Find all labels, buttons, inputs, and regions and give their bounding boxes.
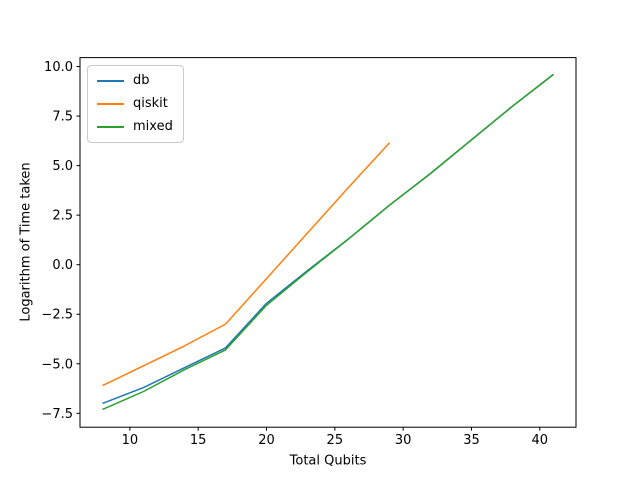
qiskit-line-swatch bbox=[97, 102, 124, 106]
legend-entry-qiskit: qiskit bbox=[97, 97, 173, 111]
y-tick-label: 7.5 bbox=[52, 110, 73, 125]
y-tick-label: 10.0 bbox=[44, 60, 73, 75]
x-tick-label: 40 bbox=[532, 433, 549, 448]
x-tick-label: 15 bbox=[190, 433, 207, 448]
x-tick-label: 35 bbox=[463, 433, 480, 448]
y-tick-label: −2.5 bbox=[41, 308, 73, 323]
y-axis-label: Logarithm of Time taken bbox=[18, 162, 34, 322]
x-tick-label: 30 bbox=[395, 433, 412, 448]
x-tick-label: 10 bbox=[122, 433, 139, 448]
mixed-line-swatch bbox=[97, 125, 124, 129]
legend-label-mixed: mixed bbox=[133, 119, 173, 134]
db-line-swatch bbox=[97, 79, 124, 83]
y-tick-label: 5.0 bbox=[52, 159, 73, 174]
axes-spines bbox=[79, 57, 577, 428]
legend-label-db: db bbox=[133, 73, 150, 88]
legend-label-qiskit: qiskit bbox=[133, 96, 168, 111]
series-line-qiskit bbox=[102, 142, 391, 387]
y-tick-label: −7.5 bbox=[41, 407, 73, 422]
y-tick-label: 0.0 bbox=[52, 258, 73, 273]
series-line-mixed bbox=[102, 73, 554, 411]
x-tick-label: 25 bbox=[327, 433, 344, 448]
legend-entry-db: db bbox=[97, 74, 173, 88]
x-tick-label: 20 bbox=[258, 433, 275, 448]
x-axis-label: Total Qubits bbox=[289, 453, 367, 469]
y-tick-label: 2.5 bbox=[52, 209, 73, 224]
y-tick-label: −5.0 bbox=[41, 357, 73, 372]
legend-entry-mixed: mixed bbox=[97, 120, 173, 134]
legend: db qiskit mixed bbox=[87, 65, 184, 143]
